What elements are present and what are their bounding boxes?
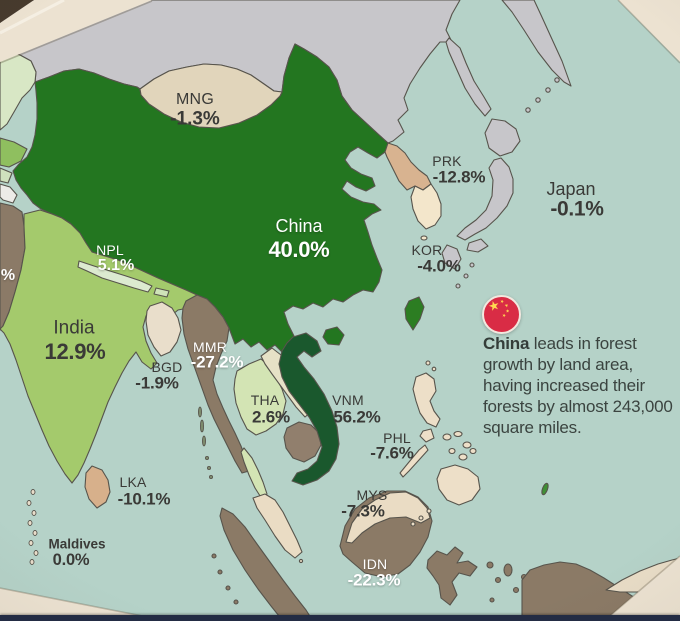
country-mongolia xyxy=(139,63,283,129)
island-singapore xyxy=(298,558,304,564)
label-south-korea-value: -4.0% xyxy=(417,256,461,276)
country-japan xyxy=(441,118,521,289)
islands-maldives xyxy=(26,489,39,565)
label-china-value: 40.0% xyxy=(268,237,330,262)
label-maldives-name: Maldives xyxy=(48,536,106,552)
label-philippines-value: -7.6% xyxy=(370,443,414,463)
islands-maluku xyxy=(486,561,528,603)
country-kazakhstan xyxy=(0,49,37,131)
islands-west-sumatra xyxy=(211,553,239,605)
country-tajikistan xyxy=(0,183,18,204)
country-nepal xyxy=(77,260,153,293)
label-japan-value: -0.1% xyxy=(550,197,604,221)
label-thailand-code: THA xyxy=(250,392,280,408)
label-north-korea-code: PRK xyxy=(432,153,462,169)
label-north-korea-value: -12.8% xyxy=(432,167,486,187)
country-malaysia-peninsula xyxy=(252,493,303,559)
callout-lead: China xyxy=(483,334,530,353)
label-nepal-code: NPL xyxy=(96,242,124,258)
label-vietnam-code: VNM xyxy=(332,392,364,408)
island-taiwan xyxy=(404,296,425,331)
label-japan-name: Japan xyxy=(546,179,596,199)
label-india-value: 12.9% xyxy=(44,339,106,364)
label-china-name: China xyxy=(275,216,323,236)
label-pakistan-partial-value: % xyxy=(0,267,16,284)
label-indonesia-code: IDN xyxy=(362,556,388,572)
label-thailand-value: 2.6% xyxy=(252,407,290,427)
label-india-name: India xyxy=(53,317,95,339)
label-malaysia-code: MYS xyxy=(356,487,388,503)
label-myanmar-code: MMR xyxy=(192,339,228,355)
country-thailand-peninsula xyxy=(240,447,268,500)
label-srilanka-code: LKA xyxy=(119,474,147,490)
island-jeju xyxy=(420,235,428,241)
island-green-islet xyxy=(541,482,549,496)
country-south-korea xyxy=(410,183,442,230)
country-cambodia xyxy=(283,421,322,463)
label-maldives-value: 0.0% xyxy=(52,550,90,569)
country-srilanka xyxy=(84,465,111,509)
country-vietnam xyxy=(278,332,340,486)
china-flag-stars xyxy=(488,299,510,318)
country-bangladesh xyxy=(145,301,182,357)
bottom-navy-bar xyxy=(0,615,680,621)
label-bangladesh-value: -1.9% xyxy=(135,373,179,393)
callout-text: China leads in forest growth by land are… xyxy=(483,333,675,438)
label-bangladesh-code: BGD xyxy=(151,359,183,375)
islands-andaman xyxy=(197,406,213,479)
label-south-korea-code: KOR xyxy=(411,242,443,258)
country-kyrgyzstan xyxy=(0,137,28,168)
label-myanmar-value: -27.2% xyxy=(190,352,244,372)
country-philippines xyxy=(399,360,481,527)
country-north-korea xyxy=(384,142,432,191)
country-india xyxy=(0,209,198,484)
island-hainan xyxy=(322,326,345,346)
country-sliver xyxy=(0,167,13,184)
china-flag-icon xyxy=(482,295,521,334)
callout-body: leads in forest growth by land area, hav… xyxy=(483,334,673,437)
label-vietnam-value: 56.2% xyxy=(333,407,381,427)
country-bhutan xyxy=(153,287,170,298)
label-malaysia-value: -7.3% xyxy=(341,501,385,521)
label-srilanka-value: -10.1% xyxy=(117,489,171,509)
label-philippines-code: PHL xyxy=(383,430,411,446)
label-indonesia-value: -22.3% xyxy=(347,570,401,590)
label-mongolia-code: MNG xyxy=(176,91,214,108)
island-sulawesi xyxy=(426,546,478,606)
island-sumatra xyxy=(219,507,314,621)
label-mongolia-value: -1.3% xyxy=(170,108,220,130)
label-nepal-value: 5.1% xyxy=(97,257,135,274)
